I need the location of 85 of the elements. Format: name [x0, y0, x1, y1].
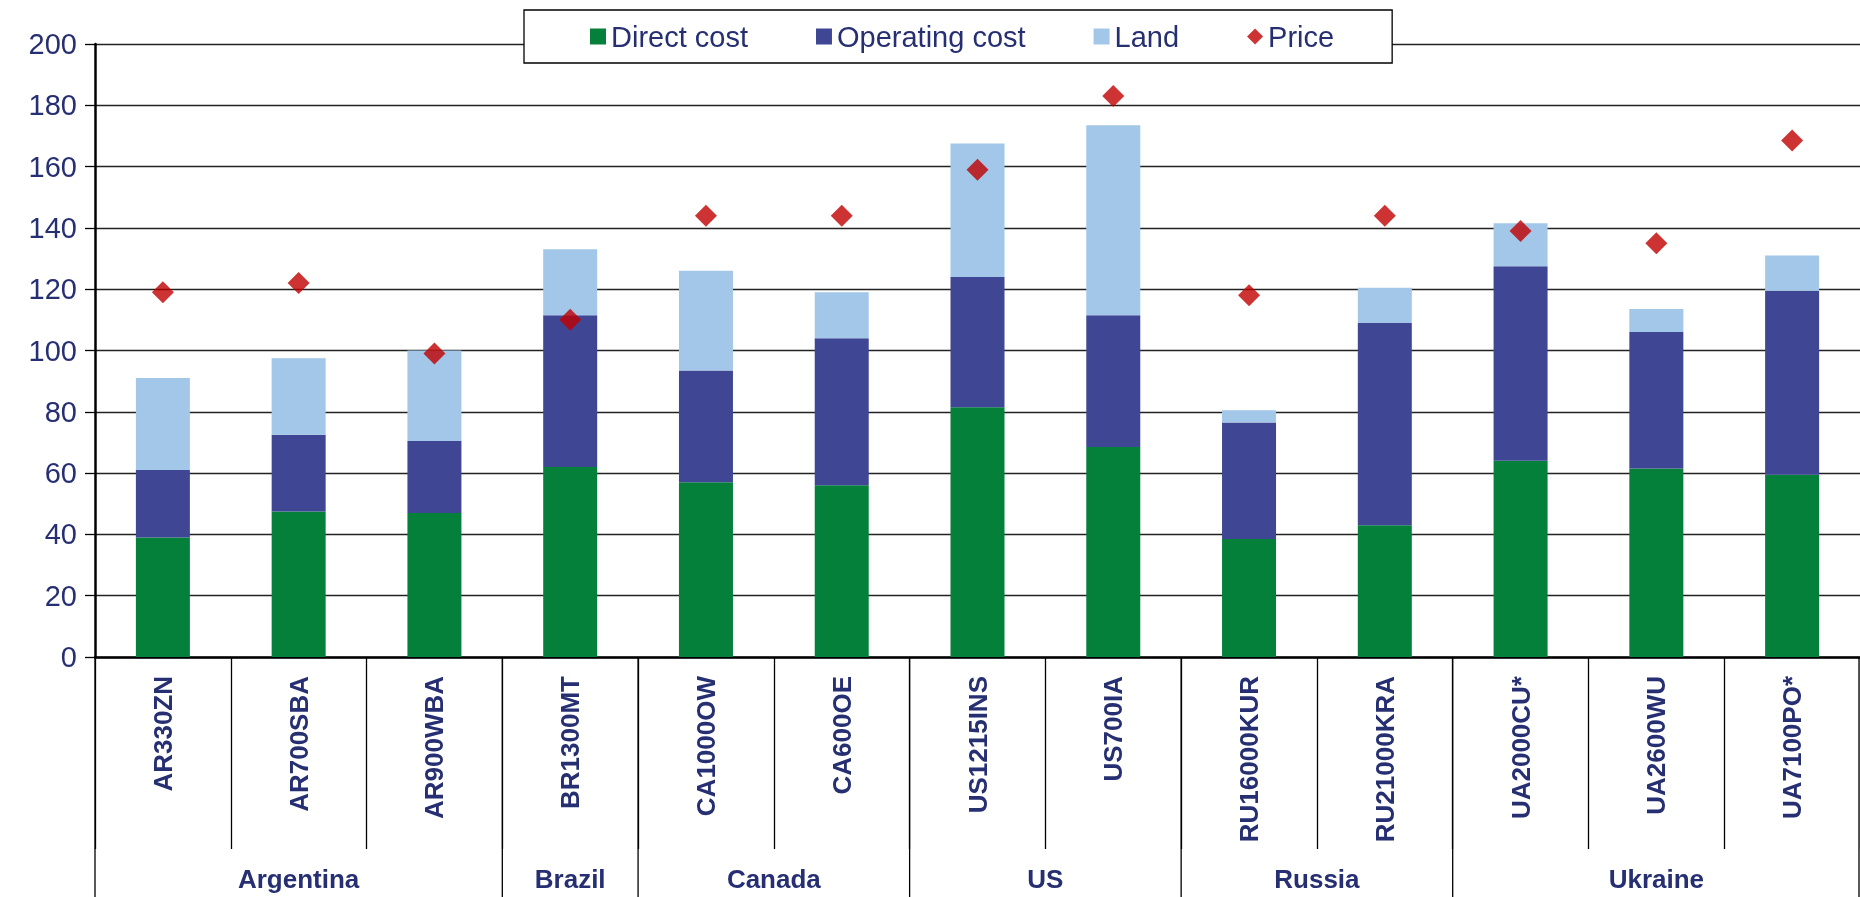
y-tick-label: 140 — [28, 211, 77, 244]
bar — [407, 350, 462, 441]
bar — [1493, 460, 1548, 657]
bar — [1222, 410, 1277, 423]
bar — [1086, 125, 1141, 316]
point — [1238, 284, 1261, 307]
text: Russia — [1274, 864, 1361, 894]
bar — [407, 512, 462, 657]
y-tick-label: 60 — [44, 457, 77, 490]
y-tick-label: 0 — [60, 641, 77, 673]
x-tick-label: UA2000CU* — [1505, 675, 1536, 820]
bar — [271, 511, 326, 657]
y-tick-label: 20 — [44, 579, 77, 612]
bar — [135, 537, 190, 657]
bar — [814, 338, 869, 486]
point — [694, 204, 717, 227]
point — [559, 308, 582, 331]
legend-label: Operating cost — [836, 20, 1026, 53]
x-tick-label: CA600OE — [826, 676, 857, 795]
bar — [271, 434, 326, 512]
bar — [271, 358, 326, 435]
bar — [950, 407, 1005, 657]
point — [1373, 204, 1396, 227]
point — [151, 281, 174, 304]
point — [1645, 232, 1668, 255]
bar — [814, 292, 869, 339]
point — [1102, 85, 1125, 108]
bar — [1357, 287, 1412, 323]
legend-label: Price — [1268, 20, 1335, 53]
bar — [1086, 315, 1141, 448]
bar — [814, 485, 869, 657]
text: Ukraine — [1608, 864, 1705, 894]
point — [966, 158, 989, 181]
bar — [678, 482, 733, 657]
legend-label: Land — [1114, 20, 1180, 53]
bar — [678, 370, 733, 483]
x-tick-label: UA7100PO* — [1777, 675, 1808, 820]
bar — [1086, 447, 1141, 657]
bar — [135, 378, 190, 471]
text: Argentina — [237, 864, 360, 894]
point — [830, 204, 853, 227]
x-tick-label: RU16000KUR — [1234, 675, 1265, 843]
legend-label: Direct cost — [611, 20, 748, 53]
bar — [1493, 266, 1548, 461]
bar — [407, 440, 462, 513]
bar — [1765, 255, 1820, 291]
y-tick-label: 100 — [28, 334, 77, 367]
point — [287, 272, 310, 295]
bar — [1629, 309, 1684, 333]
bar — [1357, 525, 1412, 657]
bar — [1765, 290, 1820, 475]
y-tick-label: 180 — [28, 89, 77, 122]
y-tick-label: 160 — [28, 150, 77, 183]
x-tick-label: AR900WBA — [419, 675, 450, 820]
x-tick-label: US1215INS — [962, 676, 993, 814]
y-tick-label: 200 — [28, 28, 77, 60]
x-tick-label: RU21000KRA — [1369, 675, 1400, 843]
x-tick-label: AR700SBA — [283, 675, 314, 812]
bar — [1222, 422, 1277, 539]
bar — [950, 276, 1005, 408]
y-tick-label: 40 — [44, 518, 77, 551]
bar — [1222, 539, 1277, 657]
bar — [1629, 332, 1684, 469]
point — [423, 342, 446, 365]
text: Canada — [726, 864, 822, 894]
x-tick-label: AR330ZN — [147, 676, 178, 792]
x-tick-label: US700IA — [1098, 675, 1129, 782]
bar — [543, 249, 598, 316]
x-tick-label: BR1300MT — [555, 675, 586, 809]
bar — [1629, 468, 1684, 657]
bar — [678, 270, 733, 371]
y-tick-label: 120 — [28, 273, 77, 306]
x-tick-label: UA2600WU — [1641, 676, 1672, 815]
bar — [543, 315, 598, 467]
bar — [1765, 474, 1820, 657]
bar — [543, 466, 598, 657]
x-tick-label: CA1000OW — [690, 675, 721, 817]
y-tick-label: 80 — [44, 395, 77, 428]
text: US — [1027, 864, 1064, 894]
bar — [1357, 322, 1412, 526]
bar — [950, 143, 1005, 277]
text: Brazil — [534, 864, 606, 894]
point — [1509, 219, 1532, 242]
bar — [135, 470, 190, 538]
point — [1781, 129, 1804, 152]
